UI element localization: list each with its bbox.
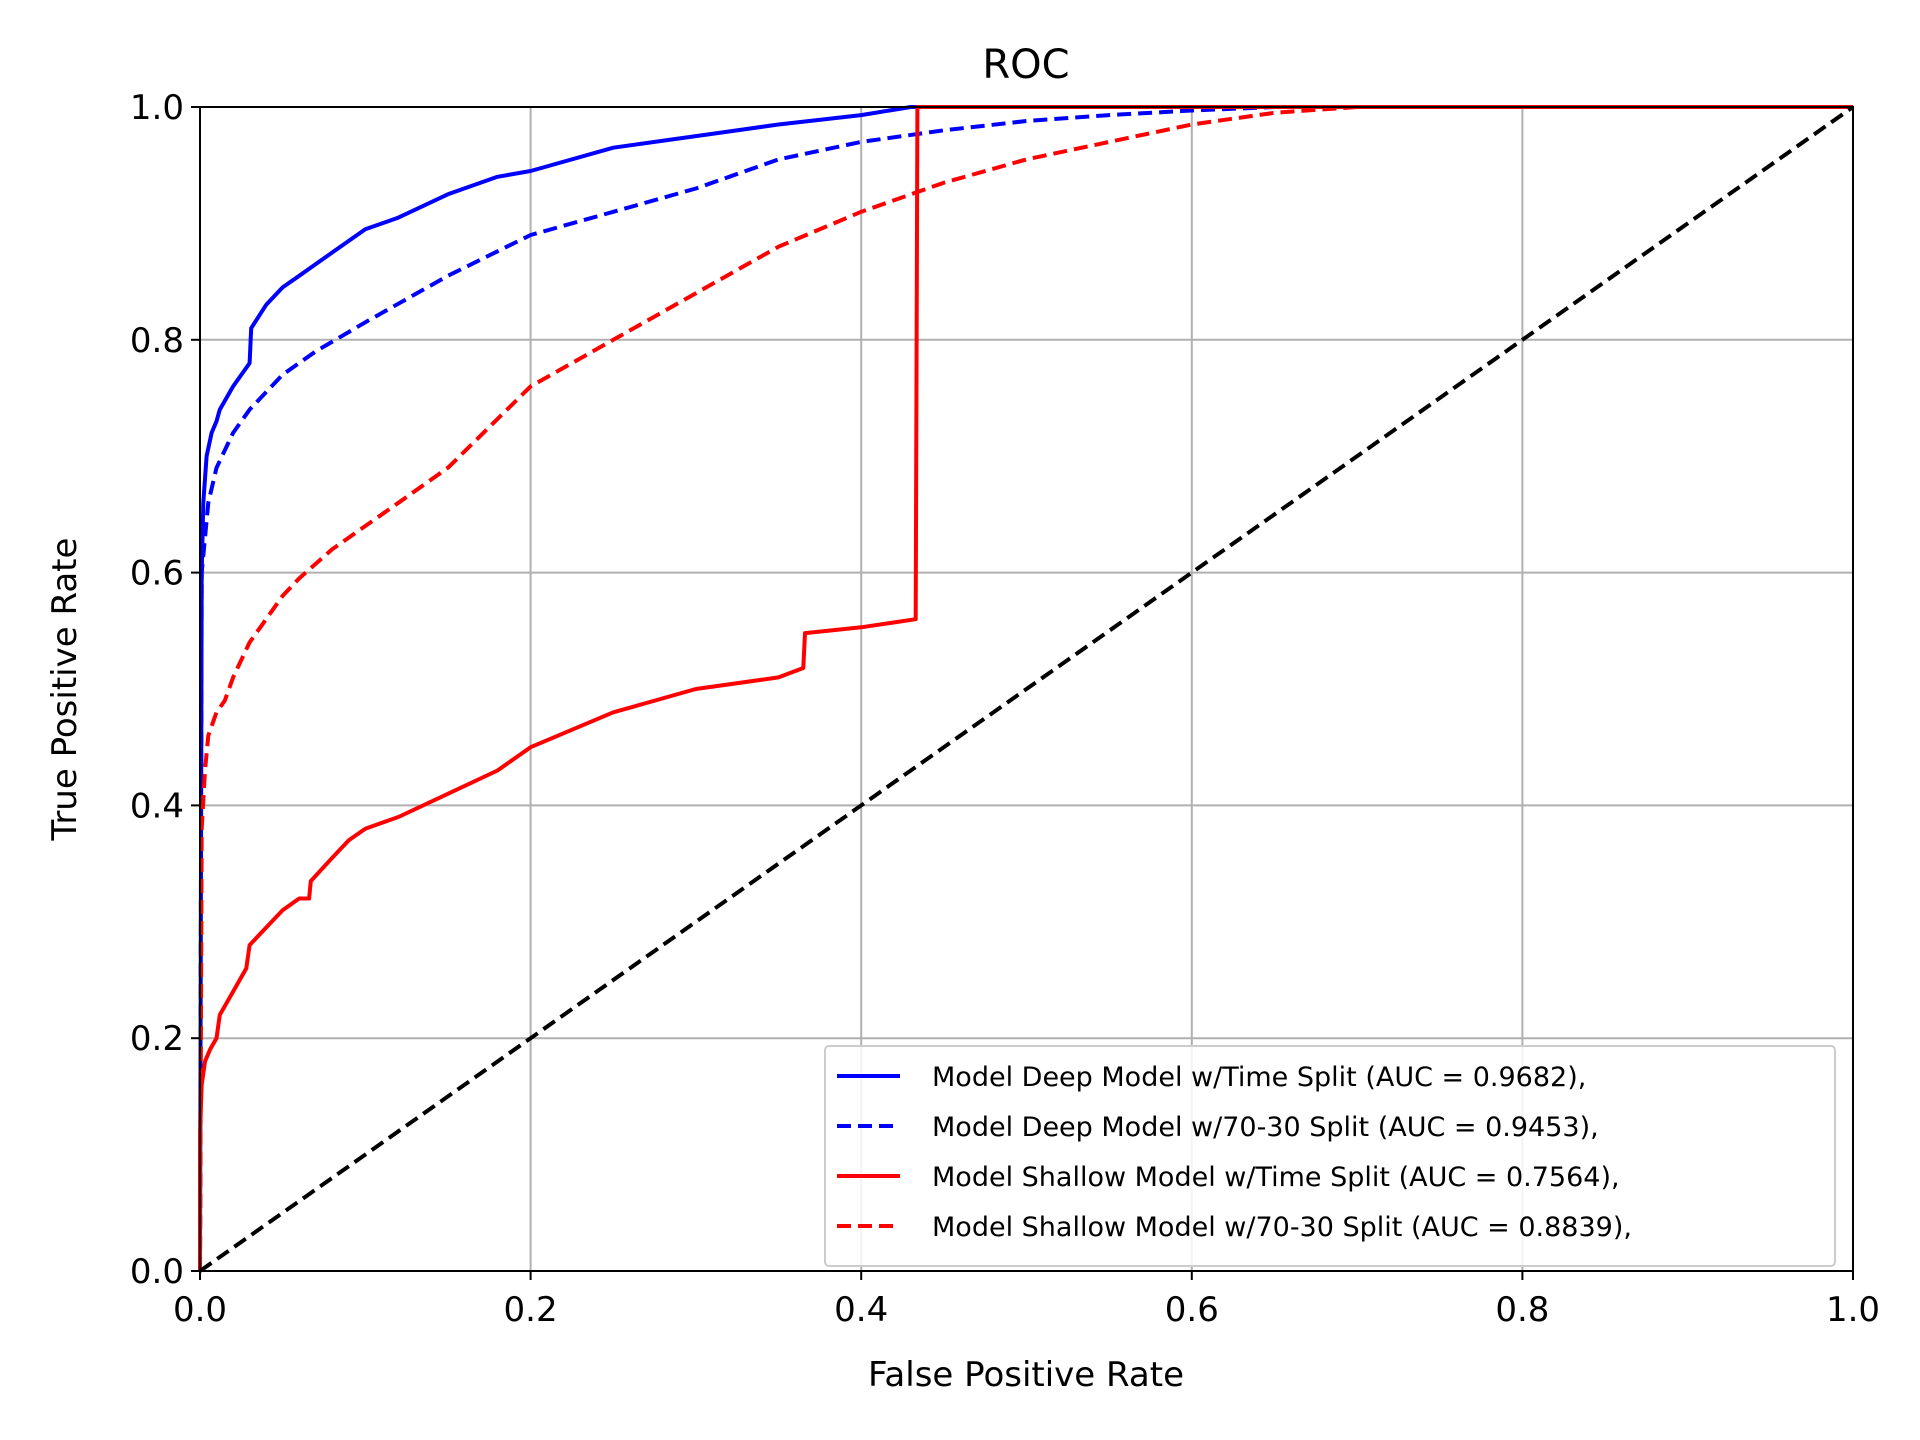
- x-axis-label: False Positive Rate: [868, 1355, 1184, 1395]
- series-line-5: [198, 105, 1855, 1273]
- plot-frame: [199, 106, 1854, 1272]
- x-tick-label: 0.0: [173, 1290, 227, 1330]
- legend-entry: Model Shallow Model w/70-30 Split (AUC =…: [932, 1212, 1632, 1243]
- legend: Model Deep Model w/Time Split (AUC = 0.9…: [824, 1045, 1836, 1267]
- y-tick-label: 0.2: [130, 1019, 184, 1059]
- y-tick-label: 0.0: [130, 1252, 184, 1292]
- axis-ticks: 0.0 0.2 0.4 0.6 0.8 1.0 0.0 0.2 0.4 0.6 0.8 1.0: [130, 88, 1880, 1330]
- legend-entry: Model Shallow Model w/Time Split (AUC = …: [932, 1162, 1620, 1193]
- x-tick-label: 0.2: [504, 1290, 558, 1330]
- y-tick-label: 0.8: [130, 321, 184, 361]
- x-tick-label: 0.6: [1165, 1290, 1219, 1330]
- legend-entry: Model Deep Model w/Time Split (AUC = 0.9…: [932, 1062, 1586, 1093]
- y-tick-label: 1.0: [130, 88, 184, 128]
- legend-entry: Model Deep Model w/70-30 Split (AUC = 0.…: [932, 1112, 1599, 1143]
- legend-box: [824, 1045, 1836, 1267]
- y-tick-label: 0.6: [130, 554, 184, 594]
- chart-title: ROC: [982, 42, 1069, 88]
- x-tick-label: 0.8: [1495, 1290, 1549, 1330]
- series-line-4: [198, 105, 1853, 1272]
- x-tick-label: 1.0: [1826, 1290, 1880, 1330]
- x-tick-label: 0.4: [834, 1290, 888, 1330]
- y-tick-label: 0.4: [130, 786, 184, 826]
- y-axis-label: True Positive Rate: [45, 538, 85, 842]
